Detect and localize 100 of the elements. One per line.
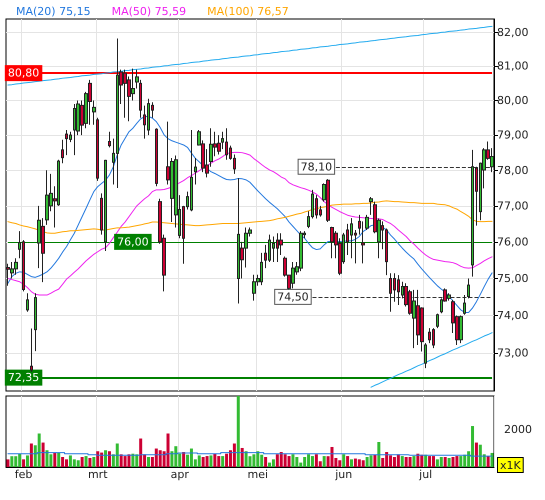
bar <box>217 456 220 467</box>
bar <box>280 452 283 467</box>
bar <box>303 456 306 467</box>
bar <box>486 456 490 467</box>
line-series <box>7 26 493 86</box>
bar <box>440 456 443 467</box>
x-tick-label: apr <box>170 468 190 481</box>
candlestick <box>389 272 392 312</box>
bar <box>100 452 104 467</box>
line-series <box>7 200 493 234</box>
y-tick-label: 80,00 <box>497 94 528 107</box>
bar <box>124 456 127 467</box>
ref-line-label: 76,00 <box>117 235 149 248</box>
bar <box>459 456 462 467</box>
bar <box>206 456 209 467</box>
bar <box>264 456 268 467</box>
candlestick <box>26 292 29 312</box>
bar <box>42 442 45 467</box>
candlestick <box>436 313 439 329</box>
bar <box>268 462 272 467</box>
bar <box>244 451 248 467</box>
ref-line-label: 72,35 <box>8 371 40 384</box>
ref-line-label: 74,50 <box>277 290 309 304</box>
candlestick <box>6 263 10 286</box>
candlestick <box>276 232 279 262</box>
bar <box>225 454 228 467</box>
bar <box>108 451 111 467</box>
candlestick <box>217 134 221 155</box>
bar <box>127 454 130 467</box>
bar <box>471 426 474 467</box>
bar <box>428 456 432 467</box>
bar <box>84 456 88 467</box>
bar <box>232 444 236 467</box>
y-tick-label: 74,00 <box>497 308 528 322</box>
bar <box>389 455 392 467</box>
candlestick <box>424 342 427 369</box>
bar <box>474 442 478 467</box>
bar <box>354 458 357 467</box>
candlestick <box>190 129 193 212</box>
candlestick <box>65 129 68 156</box>
bar <box>404 456 408 467</box>
candlestick <box>428 328 431 344</box>
bar <box>18 454 22 467</box>
candlestick <box>194 157 197 185</box>
candlestick <box>252 274 256 302</box>
bar <box>284 454 287 467</box>
bar <box>53 452 56 467</box>
candlestick <box>34 292 37 352</box>
bar <box>61 456 64 467</box>
bar <box>291 454 294 467</box>
candlestick <box>104 159 107 252</box>
candlestick <box>459 314 463 344</box>
bar <box>80 456 84 467</box>
bar <box>14 456 18 467</box>
bar <box>221 456 224 467</box>
bar <box>424 454 428 467</box>
bar <box>392 456 396 467</box>
bar <box>346 456 350 467</box>
bar <box>49 454 52 467</box>
bar <box>295 456 298 467</box>
bar <box>276 454 279 467</box>
bar <box>45 450 48 467</box>
text: x1K <box>500 459 522 472</box>
text: MA(100) 76,57 <box>207 5 289 18</box>
bar <box>116 444 119 467</box>
bar <box>96 451 100 467</box>
bar <box>408 456 412 467</box>
candlestick <box>147 98 150 136</box>
bar <box>139 438 142 467</box>
bar <box>260 454 264 467</box>
bar <box>420 454 424 467</box>
bar <box>88 458 92 467</box>
y-tick-label: 81,00 <box>497 60 528 73</box>
bar <box>30 444 33 467</box>
bar <box>432 456 435 467</box>
bar <box>272 459 275 467</box>
bar <box>455 456 458 467</box>
y-tick-label: 73,00 <box>497 346 528 360</box>
candlestick <box>14 258 18 276</box>
candlestick <box>30 328 33 372</box>
candlestick <box>96 117 99 182</box>
bar <box>342 454 346 467</box>
bar <box>22 459 26 467</box>
candlestick <box>108 131 111 148</box>
bar <box>38 433 41 467</box>
bar <box>76 460 80 467</box>
candlestick <box>237 178 240 304</box>
candlestick <box>116 38 119 189</box>
candlestick <box>155 128 158 187</box>
bar <box>362 460 365 467</box>
bar <box>154 448 158 467</box>
bar <box>104 450 108 467</box>
candlestick <box>330 226 334 259</box>
x-tick-label: mei <box>248 468 268 481</box>
x-tick-label: jul <box>418 468 432 481</box>
line-series <box>370 332 493 388</box>
bar <box>400 456 404 467</box>
y-tick-label: 78,00 <box>497 164 528 177</box>
bar <box>26 455 29 467</box>
y-tick-label: 76,00 <box>497 235 528 248</box>
